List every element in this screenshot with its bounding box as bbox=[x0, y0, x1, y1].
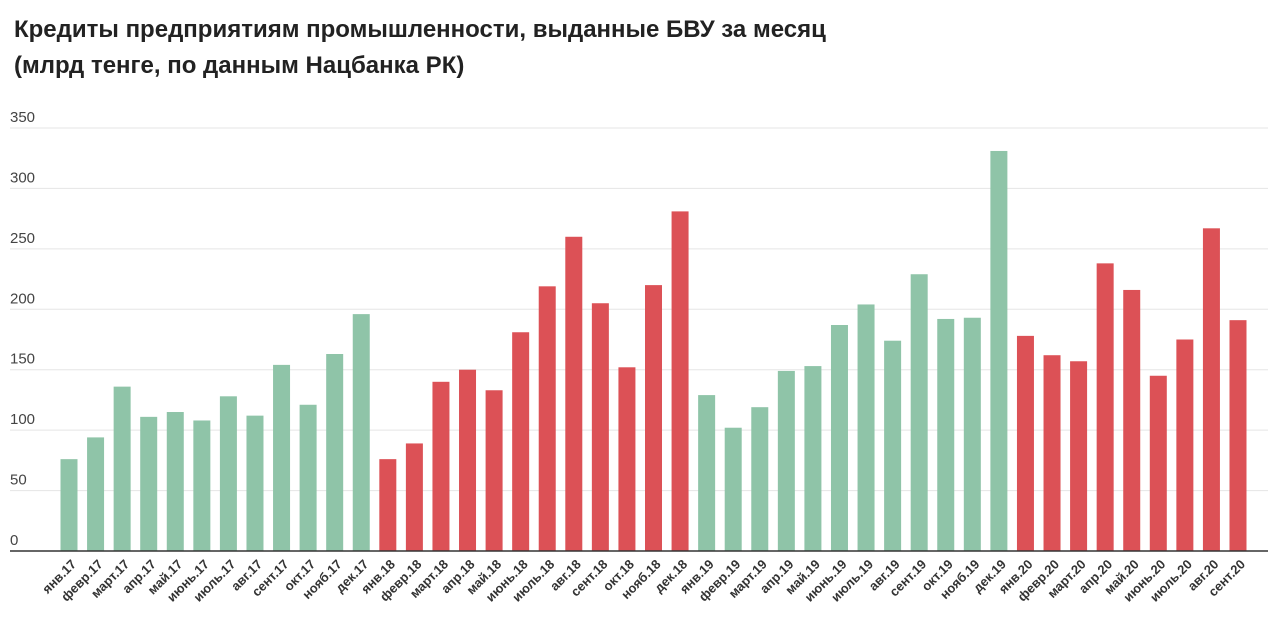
bar bbox=[990, 150, 1008, 551]
bar bbox=[1202, 228, 1220, 551]
bar bbox=[512, 332, 530, 551]
bar bbox=[884, 340, 902, 551]
bar bbox=[937, 318, 955, 551]
bar bbox=[60, 459, 78, 551]
bar bbox=[1176, 339, 1194, 551]
bar bbox=[299, 404, 317, 551]
y-tick-label: 150 bbox=[10, 351, 35, 368]
bar bbox=[379, 459, 397, 551]
bar bbox=[113, 386, 131, 551]
bar bbox=[724, 427, 742, 551]
bar bbox=[1016, 335, 1034, 551]
bar bbox=[1229, 320, 1247, 551]
bar bbox=[140, 416, 158, 551]
bars bbox=[60, 150, 1247, 552]
bar bbox=[219, 396, 237, 551]
bar bbox=[326, 354, 344, 551]
bar bbox=[166, 412, 184, 551]
bar bbox=[910, 274, 928, 551]
bar bbox=[246, 415, 264, 551]
bar bbox=[405, 443, 423, 551]
chart-title-line-1: Кредиты предприятиям промышленности, выд… bbox=[14, 16, 826, 43]
bar bbox=[1123, 289, 1141, 551]
bar bbox=[751, 407, 769, 551]
chart-title-line-2: (млрд тенге, по данным Нацбанка РК) bbox=[14, 52, 465, 79]
bar bbox=[698, 395, 716, 551]
bar bbox=[459, 369, 477, 551]
y-tick-label: 200 bbox=[10, 290, 35, 307]
y-tick-label: 250 bbox=[10, 230, 35, 247]
bar bbox=[1149, 375, 1167, 551]
bar bbox=[777, 370, 795, 551]
bar bbox=[432, 381, 450, 551]
bar bbox=[538, 286, 556, 551]
chart-title: Кредиты предприятиям промышленности, выд… bbox=[14, 12, 1254, 84]
y-tick-label: 100 bbox=[10, 411, 35, 428]
bar bbox=[857, 304, 875, 551]
bar bbox=[963, 317, 981, 551]
bar bbox=[645, 285, 662, 551]
bar bbox=[193, 420, 211, 551]
bar bbox=[804, 366, 822, 551]
bar bbox=[352, 314, 370, 551]
bar bbox=[591, 303, 609, 551]
y-tick-label: 0 bbox=[10, 532, 18, 549]
bar bbox=[618, 367, 636, 551]
bar bbox=[1070, 361, 1088, 551]
y-tick-label: 50 bbox=[10, 472, 27, 489]
y-axis-ticks: 0 50 100 150 200 250 300 350 bbox=[10, 109, 35, 549]
bar bbox=[485, 390, 503, 551]
bar bbox=[273, 364, 291, 551]
bar bbox=[1096, 263, 1114, 551]
bar bbox=[565, 236, 583, 551]
y-tick-label: 300 bbox=[10, 169, 35, 186]
y-tick-label: 350 bbox=[10, 109, 35, 126]
bar bbox=[671, 211, 689, 552]
x-axis-ticks: янв.17февр.17март.17апр.17май.17июнь.17и… bbox=[39, 557, 1248, 605]
bar bbox=[1043, 355, 1061, 551]
bar bbox=[830, 324, 848, 551]
bar bbox=[87, 437, 105, 551]
